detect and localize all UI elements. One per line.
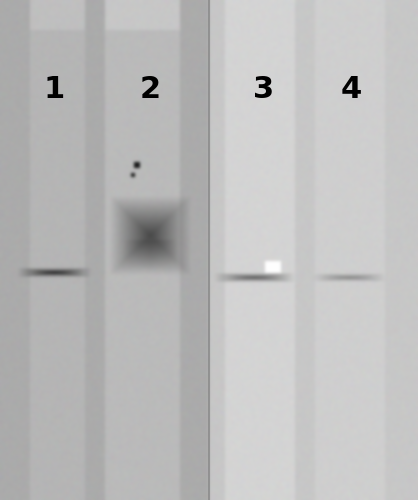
FancyBboxPatch shape: [209, 0, 418, 500]
Text: 4: 4: [341, 76, 362, 104]
Text: 1: 1: [44, 76, 65, 104]
FancyBboxPatch shape: [0, 0, 209, 500]
Text: 2: 2: [140, 76, 161, 104]
Text: 3: 3: [253, 76, 274, 104]
